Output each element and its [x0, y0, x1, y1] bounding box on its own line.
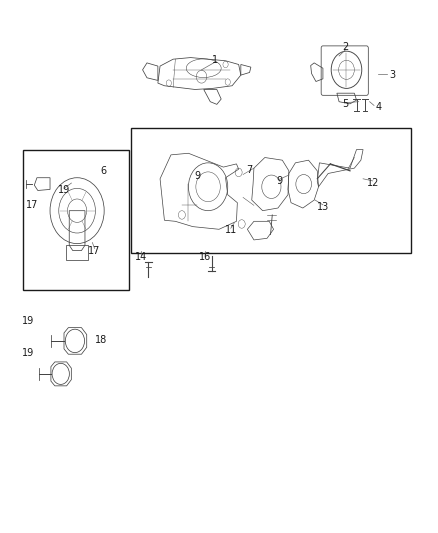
- Text: 18: 18: [95, 335, 107, 345]
- Text: 14: 14: [135, 253, 148, 262]
- Text: 16: 16: [199, 253, 211, 262]
- Bar: [131, 128, 411, 253]
- Text: 9: 9: [194, 171, 200, 181]
- Text: 17: 17: [88, 246, 101, 255]
- Text: 1: 1: [212, 55, 218, 65]
- Bar: [22, 150, 130, 290]
- Text: 17: 17: [26, 200, 38, 211]
- Text: 7: 7: [247, 165, 253, 175]
- Text: 12: 12: [367, 178, 379, 188]
- Text: 9: 9: [276, 176, 283, 187]
- Text: 19: 19: [21, 348, 34, 358]
- Text: 2: 2: [343, 43, 349, 52]
- Text: 11: 11: [225, 225, 237, 236]
- Text: 6: 6: [100, 166, 106, 176]
- Text: 4: 4: [375, 102, 381, 112]
- Text: 13: 13: [317, 202, 329, 212]
- Text: 3: 3: [389, 70, 396, 80]
- Text: 19: 19: [21, 316, 34, 326]
- Text: 19: 19: [58, 185, 70, 196]
- Text: 5: 5: [343, 99, 349, 109]
